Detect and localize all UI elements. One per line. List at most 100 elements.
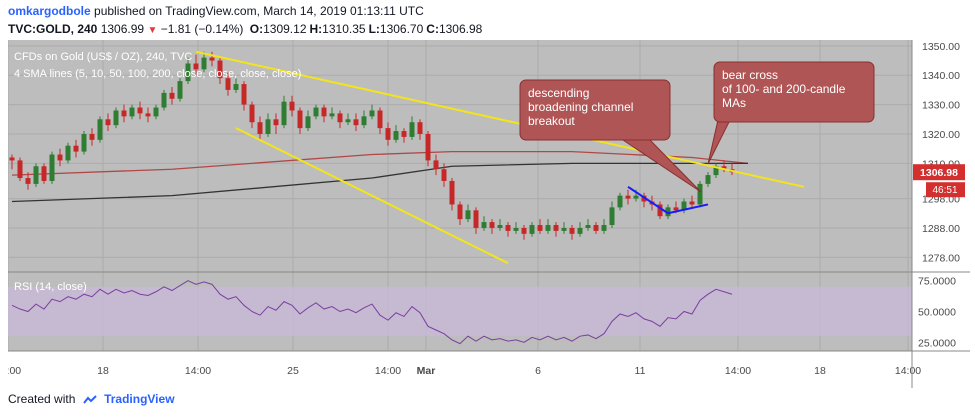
candle-body (321, 107, 327, 117)
candle-body (433, 160, 439, 170)
candle-body (593, 225, 599, 231)
countdown-label-bg (926, 182, 965, 198)
time-tick-label: 18 (814, 365, 826, 377)
rsi-label: RSI (14, close) (14, 281, 87, 293)
symbol-line: TVC:GOLD, 240 1306.99 ▼ −1.81 (−0.14%) O… (8, 22, 482, 36)
candle-body (393, 131, 399, 140)
candle-body (73, 145, 79, 152)
candle-body (281, 101, 287, 126)
candle-body (345, 119, 351, 123)
ohlc-value: 1309.12 (263, 22, 307, 36)
candle-body (353, 119, 359, 126)
time-tick-label: 11 (635, 365, 646, 377)
candle-body (513, 227, 519, 231)
rsi-band (8, 286, 912, 337)
candle-body (193, 63, 199, 70)
candle-body (185, 63, 191, 82)
price-change: −1.81 (−0.14%) (160, 22, 244, 36)
ohlc-value: 1306.98 (438, 22, 483, 36)
callout-text: of 100- and 200-candle (722, 82, 846, 96)
price-tick-label: 1340.00 (922, 70, 960, 82)
candle-body (129, 107, 135, 117)
sma-100-line (11, 150, 749, 176)
tradingview-logo-icon (82, 395, 97, 404)
price-tick-label: 1330.00 (922, 100, 960, 112)
candle-body (201, 57, 207, 70)
candle-body (249, 104, 255, 123)
candle-body (529, 225, 535, 234)
candle-body (537, 225, 543, 231)
candle-body (577, 227, 583, 234)
candle-body (289, 101, 295, 111)
candle-body (673, 207, 679, 211)
price-tick-label: 1350.00 (922, 41, 960, 53)
tradingview-brand[interactable]: TradingView (104, 392, 175, 406)
published-text: published on TradingView.com, March 14, … (94, 4, 424, 18)
time-tick-label: 14:00 (895, 365, 921, 377)
candle-body (65, 145, 71, 161)
time-tick-label: 14:00 (725, 365, 751, 377)
time-tick-label: 6 (535, 365, 541, 377)
candle-body (585, 225, 591, 228)
callout-text: MAs (722, 96, 746, 110)
ohlc-value: 1306.70 (379, 22, 424, 36)
ohlc-key: H: (309, 22, 323, 36)
chart-title: CFDs on Gold (US$ / OZ), 240, TVC (14, 51, 192, 63)
candle-body (17, 160, 23, 179)
candle-body (449, 180, 455, 205)
rsi-tick-label: 25.0000 (918, 337, 956, 349)
candle-body (225, 78, 231, 90)
candle-body (97, 119, 103, 140)
candle-body (241, 84, 247, 105)
candle-body (441, 169, 447, 181)
candle-body (33, 166, 39, 184)
callout-text: descending (528, 86, 589, 100)
candle-body (713, 166, 719, 176)
chart-area[interactable]: 1350.001340.001330.001320.001310.001298.… (8, 40, 970, 388)
chart-header: omkargodbole published on TradingView.co… (0, 0, 975, 40)
candle-body (217, 60, 223, 79)
candle-body (169, 92, 175, 99)
candle-body (465, 210, 471, 220)
footer: Created with TradingView (8, 392, 175, 406)
author-name[interactable]: omkargodbole (8, 4, 91, 18)
trendline (235, 127, 509, 265)
symbol-interval: TVC:GOLD, 240 (8, 22, 98, 36)
candle-body (625, 195, 631, 199)
candle-body (425, 133, 431, 161)
candle-body (313, 107, 319, 117)
candle-body (41, 166, 47, 181)
callout-box (519, 79, 671, 141)
candle-body (369, 110, 375, 117)
sma-200-line (11, 162, 748, 203)
price-tick-label: 1320.00 (922, 129, 960, 141)
candle-body (505, 225, 511, 231)
price-tick-label: 1278.00 (922, 252, 960, 264)
rsi-tick-label: 50.0000 (918, 307, 956, 319)
rsi-tick-label: 75.0000 (918, 276, 956, 288)
candle-body (257, 122, 263, 134)
time-tick-label: 14:00 (8, 365, 21, 377)
candle-body (569, 227, 575, 234)
ohlc-values: O:1309.12 H:1310.35 L:1306.70 C:1306.98 (247, 22, 483, 36)
down-arrow-icon: ▼ (147, 25, 158, 36)
candle-body (329, 113, 335, 117)
candle-body (153, 107, 159, 117)
time-tick-label: Mar (417, 365, 436, 377)
candle-body (721, 166, 727, 170)
candle-body (521, 227, 527, 234)
ohlc-key: O: (249, 22, 264, 36)
last-price-label: 1306.98 (920, 167, 958, 179)
ohlc-key: C: (426, 22, 439, 36)
candle-body (497, 225, 503, 228)
candle-body (25, 178, 31, 184)
callout-text: breakout (528, 114, 575, 128)
candle-body (457, 204, 463, 220)
publish-line: omkargodbole published on TradingView.co… (8, 4, 424, 18)
candle-body (609, 207, 615, 226)
candle-body (121, 110, 127, 117)
candle-body (697, 183, 703, 205)
trendline (667, 203, 709, 215)
candle-body (233, 84, 239, 90)
rsi-line (11, 280, 733, 345)
